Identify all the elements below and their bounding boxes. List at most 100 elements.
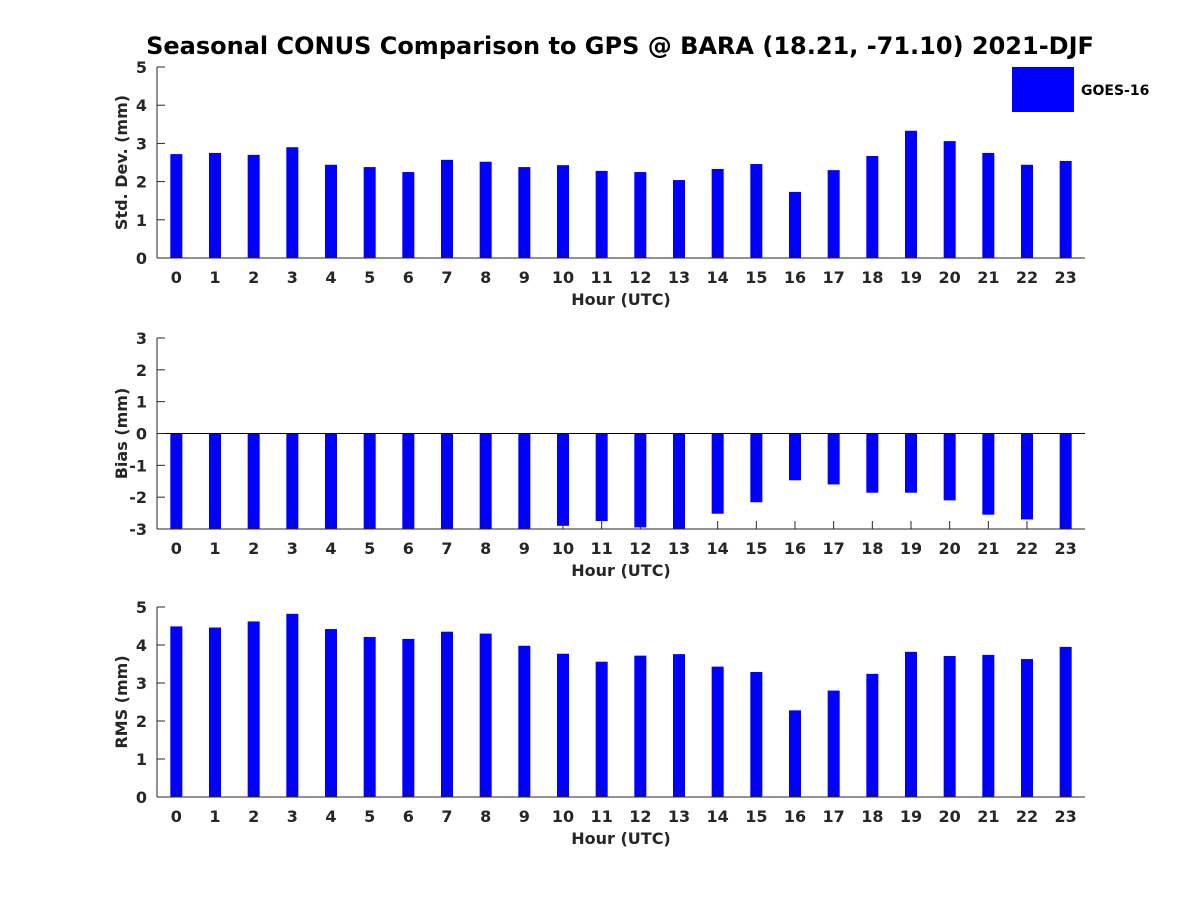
bar-panel3-hour-10 bbox=[557, 653, 569, 797]
xtick-label-panel2: 5 bbox=[364, 539, 375, 558]
ytick-label-panel3: 0 bbox=[136, 788, 147, 807]
bar-panel3-hour-22 bbox=[1021, 659, 1033, 797]
xtick-label-panel3: 11 bbox=[591, 807, 613, 826]
bar-panel2-hour-1 bbox=[209, 433, 221, 529]
xtick-label-panel1: 17 bbox=[823, 268, 845, 287]
bar-panel1-hour-0 bbox=[170, 154, 183, 258]
y-axis-title-panel3: RMS (mm) bbox=[112, 655, 131, 748]
bar-panel3-hour-15 bbox=[750, 671, 763, 797]
bar-panel1-hour-16 bbox=[789, 191, 801, 258]
bar-panel3-hour-12 bbox=[634, 655, 647, 797]
xtick-label-panel2: 21 bbox=[977, 539, 999, 558]
bar-panel3-hour-19 bbox=[905, 651, 917, 797]
ytick-label-panel1: 2 bbox=[136, 173, 147, 192]
bar-panel1-hour-19 bbox=[905, 130, 917, 258]
xtick-label-panel2: 14 bbox=[707, 539, 729, 558]
xtick-label-panel1: 23 bbox=[1055, 268, 1077, 287]
legend-label: GOES-16 bbox=[1081, 83, 1149, 99]
x-axis-title-panel2: Hour (UTC) bbox=[571, 561, 671, 580]
xtick-label-panel3: 15 bbox=[745, 807, 767, 826]
x-axis-title-panel3: Hour (UTC) bbox=[571, 829, 671, 848]
xtick-label-panel1: 13 bbox=[668, 268, 690, 287]
xtick-label-panel3: 13 bbox=[668, 807, 690, 826]
xtick-label-panel2: 15 bbox=[745, 539, 767, 558]
bar-panel2-hour-23 bbox=[1059, 433, 1072, 529]
bar-panel1-hour-23 bbox=[1059, 160, 1072, 258]
bar-panel1-hour-17 bbox=[827, 170, 840, 258]
bar-panel3-hour-1 bbox=[209, 627, 221, 797]
y-axis-title-panel1: Std. Dev. (mm) bbox=[112, 95, 131, 230]
ytick-label-panel2: -3 bbox=[129, 520, 147, 539]
bar-panel2-hour-3 bbox=[286, 433, 299, 529]
xtick-label-panel3: 2 bbox=[248, 807, 259, 826]
xtick-label-panel3: 23 bbox=[1055, 807, 1077, 826]
ytick-label-panel1: 1 bbox=[136, 211, 147, 230]
xtick-label-panel2: 3 bbox=[287, 539, 298, 558]
xtick-label-panel2: 19 bbox=[900, 539, 922, 558]
x-axis-title-panel1: Hour (UTC) bbox=[571, 290, 671, 309]
xtick-label-panel1: 21 bbox=[977, 268, 999, 287]
bar-panel2-hour-12 bbox=[634, 433, 647, 528]
bar-panel1-hour-12 bbox=[634, 172, 647, 258]
bar-panel2-hour-9 bbox=[518, 433, 531, 529]
xtick-label-panel1: 15 bbox=[745, 268, 767, 287]
xtick-label-panel2: 2 bbox=[248, 539, 259, 558]
xtick-label-panel2: 4 bbox=[325, 539, 336, 558]
xtick-label-panel2: 0 bbox=[171, 539, 182, 558]
xtick-label-panel3: 6 bbox=[403, 807, 414, 826]
bar-panel2-hour-13 bbox=[673, 433, 685, 529]
xtick-label-panel1: 20 bbox=[939, 268, 961, 287]
xtick-label-panel2: 9 bbox=[519, 539, 530, 558]
bar-panel2-hour-8 bbox=[479, 433, 492, 529]
xtick-label-panel2: 6 bbox=[403, 539, 414, 558]
bar-panel1-hour-15 bbox=[750, 164, 763, 258]
xtick-label-panel1: 22 bbox=[1016, 268, 1038, 287]
xtick-label-panel3: 9 bbox=[519, 807, 530, 826]
bar-panel1-hour-1 bbox=[209, 152, 221, 258]
chart-title: Seasonal CONUS Comparison to GPS @ BARA … bbox=[146, 32, 1094, 60]
bar-panel3-hour-14 bbox=[711, 666, 724, 797]
xtick-label-panel1: 12 bbox=[629, 268, 651, 287]
ytick-label-panel2: -1 bbox=[129, 456, 147, 475]
xtick-label-panel1: 19 bbox=[900, 268, 922, 287]
bar-panel1-hour-11 bbox=[595, 170, 608, 258]
xtick-label-panel3: 20 bbox=[939, 807, 961, 826]
bar-panel3-hour-20 bbox=[943, 656, 956, 797]
bar-panel2-hour-18 bbox=[866, 433, 879, 493]
ytick-label-panel2: -2 bbox=[129, 488, 147, 507]
bar-panel3-hour-6 bbox=[402, 638, 415, 797]
ytick-label-panel2: 2 bbox=[136, 361, 147, 380]
bar-panel1-hour-5 bbox=[363, 167, 376, 258]
xtick-label-panel3: 21 bbox=[977, 807, 999, 826]
xtick-label-panel2: 12 bbox=[629, 539, 651, 558]
xtick-label-panel3: 3 bbox=[287, 807, 298, 826]
xtick-label-panel2: 17 bbox=[823, 539, 845, 558]
xtick-label-panel2: 13 bbox=[668, 539, 690, 558]
xtick-label-panel2: 16 bbox=[784, 539, 806, 558]
ytick-label-panel3: 2 bbox=[136, 712, 147, 731]
bar-panel1-hour-22 bbox=[1021, 164, 1033, 258]
xtick-label-panel1: 7 bbox=[441, 268, 452, 287]
bar-panel3-hour-2 bbox=[247, 621, 260, 797]
ytick-label-panel1: 4 bbox=[136, 96, 147, 115]
bar-panel1-hour-4 bbox=[325, 164, 337, 258]
bar-panel2-hour-6 bbox=[402, 433, 415, 529]
bar-panel2-hour-11 bbox=[595, 433, 608, 522]
xtick-label-panel2: 8 bbox=[480, 539, 491, 558]
xtick-label-panel1: 11 bbox=[591, 268, 613, 287]
xtick-label-panel1: 18 bbox=[861, 268, 883, 287]
xtick-label-panel1: 6 bbox=[403, 268, 414, 287]
xtick-label-panel3: 5 bbox=[364, 807, 375, 826]
bar-panel3-hour-4 bbox=[325, 629, 337, 797]
bar-panel2-hour-7 bbox=[441, 433, 453, 529]
xtick-label-panel3: 18 bbox=[861, 807, 883, 826]
bar-panel1-hour-20 bbox=[943, 141, 956, 258]
xtick-label-panel3: 8 bbox=[480, 807, 491, 826]
xtick-label-panel2: 11 bbox=[591, 539, 613, 558]
bar-panel1-hour-21 bbox=[982, 152, 995, 258]
bar-panel3-hour-5 bbox=[363, 637, 376, 797]
xtick-label-panel1: 1 bbox=[209, 268, 220, 287]
bar-panel3-hour-16 bbox=[789, 710, 801, 797]
